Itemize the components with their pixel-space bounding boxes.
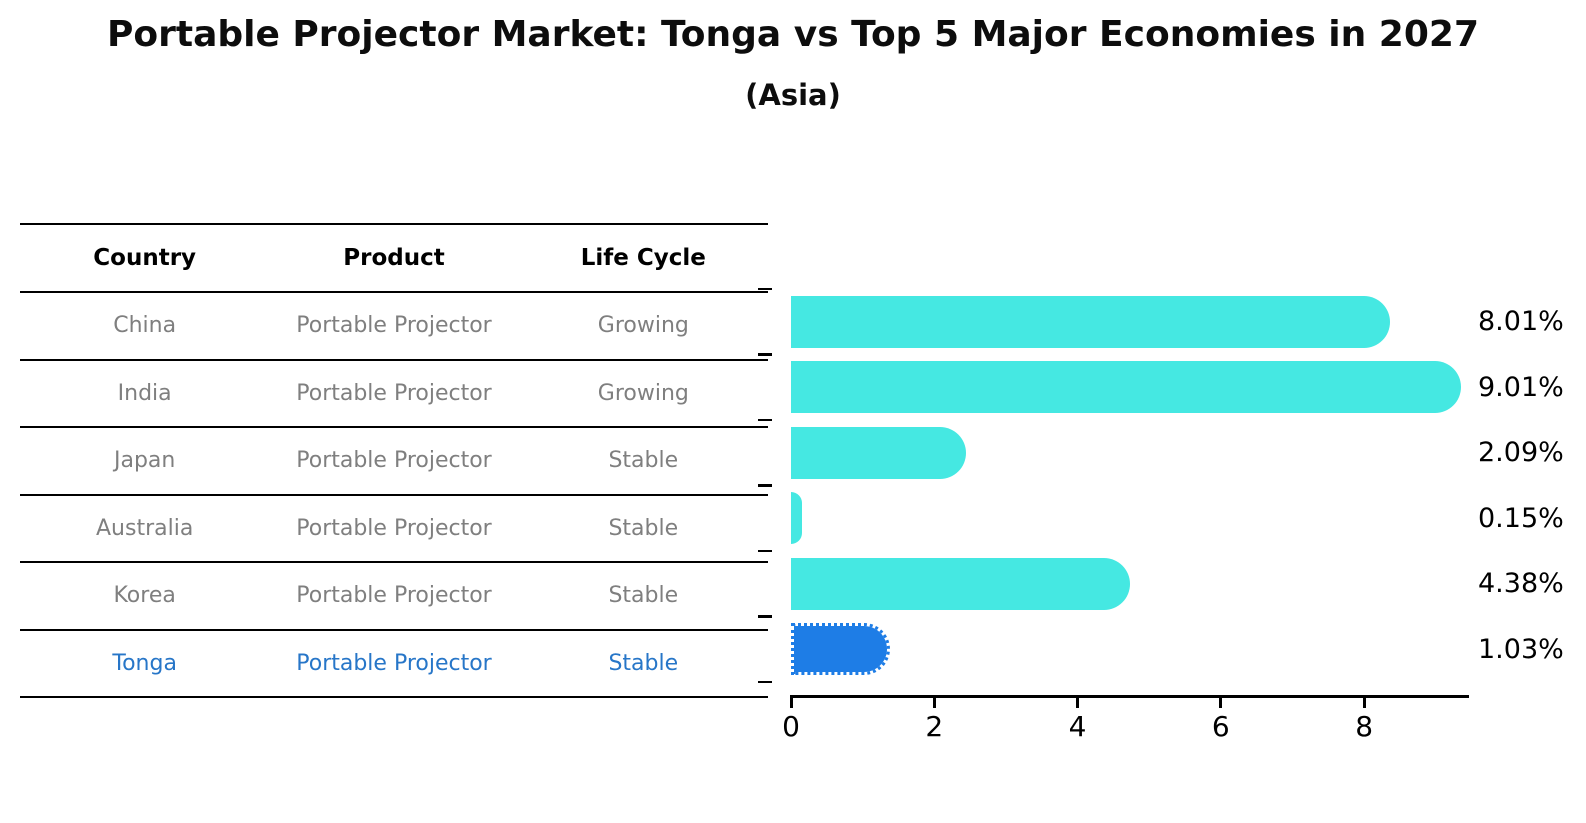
cell-country: Tonga	[112, 650, 177, 676]
x-axis-tick	[1362, 697, 1366, 708]
x-axis-tick	[1076, 697, 1080, 708]
table-row-tonga: Tonga Portable Projector Stable	[20, 628, 768, 698]
column-header-life-cycle: Life Cycle	[580, 245, 706, 271]
value-label-korea: 4.38%	[1478, 568, 1564, 599]
table-row-australia: Australia Portable Projector Stable	[20, 493, 768, 562]
cell-life-cycle: Growing	[597, 313, 689, 339]
x-axis-tick	[789, 697, 793, 708]
cell-country: China	[113, 313, 177, 339]
column-header-country: Country	[93, 245, 197, 271]
value-label-tonga: 1.03%	[1478, 633, 1564, 665]
cell-life-cycle: Stable	[608, 650, 679, 676]
cell-country: Korea	[113, 583, 176, 609]
bar-japan	[791, 426, 966, 479]
bar-tonga	[791, 623, 890, 676]
comparison-table: Country Product Life Cycle China Portabl…	[20, 223, 768, 698]
x-axis-tick	[1219, 697, 1223, 708]
y-axis-tick	[758, 418, 772, 422]
cell-life-cycle: Stable	[608, 448, 679, 474]
value-label-china: 8.01%	[1478, 306, 1564, 337]
cell-life-cycle: Growing	[597, 380, 689, 406]
x-tick-label: 4	[1068, 710, 1087, 743]
y-axis-tick	[758, 680, 772, 684]
y-axis-tick	[758, 353, 772, 356]
cell-product: Portable Projector	[296, 313, 492, 339]
x-tick-label: 0	[782, 710, 800, 743]
chart-subtitle: (Asia)	[745, 78, 841, 112]
cell-life-cycle: Stable	[608, 515, 679, 541]
cell-product: Portable Projector	[296, 380, 492, 406]
table-row-china: China Portable Projector Growing	[20, 291, 768, 359]
table-row-japan: Japan Portable Projector Stable	[20, 426, 768, 494]
value-label-india: 9.01%	[1478, 371, 1564, 403]
bar-india	[791, 361, 1462, 414]
chart-title: Portable Projector Market: Tonga vs Top …	[106, 14, 1479, 55]
table-header-row: Country Product Life Cycle	[20, 223, 768, 291]
table-row-india: India Portable Projector Growing	[20, 358, 768, 427]
x-axis-tick	[932, 697, 936, 708]
cell-country: Australia	[96, 515, 194, 541]
cell-product: Portable Projector	[296, 515, 492, 541]
x-tick-label: 6	[1211, 710, 1230, 743]
cell-product: Portable Projector	[296, 448, 492, 474]
bar-korea	[791, 557, 1130, 610]
x-tick-label: 8	[1355, 710, 1374, 743]
column-header-product: Product	[343, 245, 445, 271]
bar-australia	[791, 492, 802, 545]
cell-country: Japan	[113, 448, 176, 474]
x-axis-line	[790, 695, 1469, 698]
cell-life-cycle: Stable	[608, 583, 679, 609]
y-axis-tick	[758, 549, 772, 553]
bar-china	[791, 295, 1390, 348]
cell-product: Portable Projector	[296, 650, 492, 676]
y-axis-tick	[758, 287, 772, 291]
x-tick-label: 2	[925, 710, 944, 743]
y-axis-tick	[758, 615, 772, 618]
value-label-australia: 0.15%	[1478, 502, 1564, 534]
cell-country: India	[117, 380, 172, 406]
table-row-korea: Korea Portable Projector Stable	[20, 561, 768, 629]
value-label-japan: 2.09%	[1478, 437, 1564, 468]
cell-product: Portable Projector	[296, 583, 492, 609]
y-axis-tick	[758, 484, 772, 487]
